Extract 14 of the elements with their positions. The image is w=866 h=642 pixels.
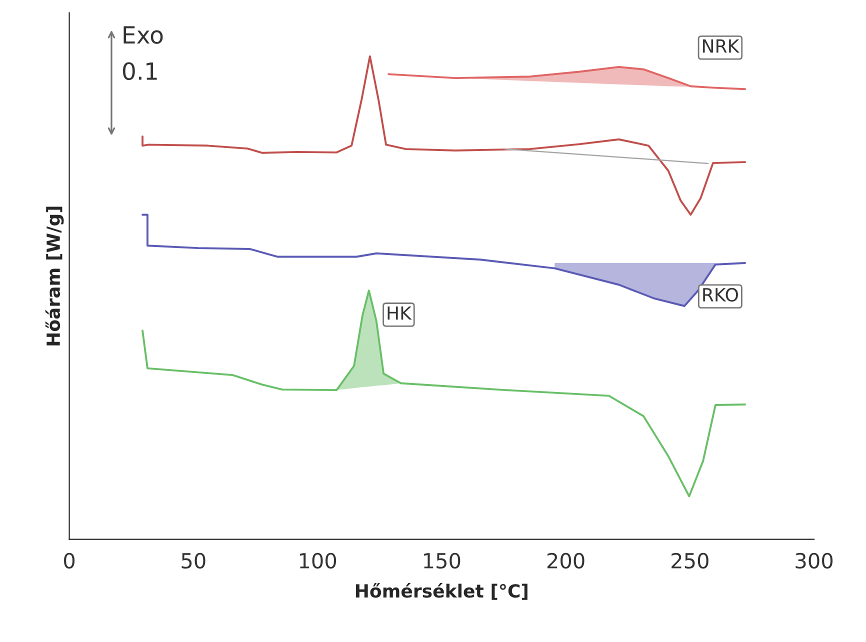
series-label: HK <box>388 306 412 320</box>
x-tick-label: 300 <box>796 552 833 569</box>
y-axis-title: Hőáram [W/g] <box>45 206 64 346</box>
series-label: RKO <box>703 288 738 302</box>
x-tick-label: 250 <box>672 552 708 569</box>
x-axis-title: Hőmérséklet [°C] <box>356 583 528 600</box>
x-tick-label: 0 <box>64 552 75 569</box>
x-tick-label: 200 <box>547 552 584 569</box>
x-tick-label: 100 <box>300 552 336 569</box>
x-tick-label: 50 <box>182 552 206 569</box>
annotation: 0.1 <box>122 62 157 80</box>
series-label: NRK <box>703 39 740 53</box>
x-tick-label: 150 <box>424 552 460 569</box>
text: Exo <box>124 26 163 44</box>
